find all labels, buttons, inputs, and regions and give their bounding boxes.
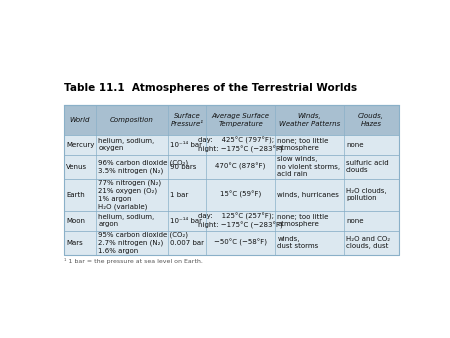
Text: Surface
Pressure¹: Surface Pressure¹ <box>171 113 203 127</box>
Bar <box>64 154 399 178</box>
Text: 10⁻¹⁴ bar: 10⁻¹⁴ bar <box>170 142 202 147</box>
Text: helium, sodium,
argon: helium, sodium, argon <box>98 214 154 227</box>
Text: Moon: Moon <box>66 218 86 223</box>
Bar <box>64 105 399 135</box>
Text: 90 bars: 90 bars <box>170 164 197 170</box>
Text: 10⁻¹⁴ bar: 10⁻¹⁴ bar <box>170 218 202 223</box>
Bar <box>64 178 399 211</box>
Text: 15°C (59°F): 15°C (59°F) <box>220 191 261 198</box>
Text: Mars: Mars <box>66 240 83 246</box>
Text: none: none <box>346 218 364 223</box>
Bar <box>64 211 399 231</box>
Text: none: none <box>346 142 364 147</box>
Bar <box>64 105 399 255</box>
Text: Average Surface
Temperature: Average Surface Temperature <box>212 113 270 127</box>
Text: World: World <box>70 117 90 123</box>
Text: 1 bar: 1 bar <box>170 192 189 197</box>
Text: Mercury: Mercury <box>66 142 94 147</box>
Text: H₂O clouds,
pollution: H₂O clouds, pollution <box>346 188 387 201</box>
Text: Winds,
Weather Patterns: Winds, Weather Patterns <box>279 113 340 127</box>
Text: helium, sodium,
oxygen: helium, sodium, oxygen <box>98 138 154 151</box>
Bar <box>64 231 399 255</box>
Text: 0.007 bar: 0.007 bar <box>170 240 204 246</box>
Text: slow winds,
no violent storms,
acid rain: slow winds, no violent storms, acid rain <box>277 156 340 177</box>
Text: sulfuric acid
clouds: sulfuric acid clouds <box>346 160 388 173</box>
Text: winds,
dust storms: winds, dust storms <box>277 236 319 249</box>
Text: day:    425°C (797°F);
night: −175°C (−283°F): day: 425°C (797°F); night: −175°C (−283°… <box>198 137 283 152</box>
Text: 470°C (878°F): 470°C (878°F) <box>216 163 266 170</box>
Text: Table 11.1  Atmospheres of the Terrestrial Worlds: Table 11.1 Atmospheres of the Terrestria… <box>64 83 357 93</box>
Text: −50°C (−58°F): −50°C (−58°F) <box>214 239 267 246</box>
Text: none; too little
atmosphere: none; too little atmosphere <box>277 214 328 227</box>
Text: ¹ 1 bar = the pressure at sea level on Earth.: ¹ 1 bar = the pressure at sea level on E… <box>64 258 203 264</box>
Text: Earth: Earth <box>66 192 85 197</box>
Text: Venus: Venus <box>66 164 87 170</box>
Text: 95% carbon dioxide (CO₂)
2.7% nitrogen (N₂)
1.6% argon: 95% carbon dioxide (CO₂) 2.7% nitrogen (… <box>98 232 188 254</box>
Text: H₂O and CO₂
clouds, dust: H₂O and CO₂ clouds, dust <box>346 236 390 249</box>
Text: day:    125°C (257°F);
night: −175°C (−283°F): day: 125°C (257°F); night: −175°C (−283°… <box>198 213 283 229</box>
Bar <box>64 135 399 154</box>
Text: Composition: Composition <box>110 117 154 123</box>
Text: 96% carbon dioxide (CO₂)
3.5% nitrogen (N₂): 96% carbon dioxide (CO₂) 3.5% nitrogen (… <box>98 159 188 174</box>
Text: 77% nitrogen (N₂)
21% oxygen (O₂)
1% argon
H₂O (variable): 77% nitrogen (N₂) 21% oxygen (O₂) 1% arg… <box>98 179 161 210</box>
Text: winds, hurricanes: winds, hurricanes <box>277 192 339 197</box>
Text: none; too little
atmosphere: none; too little atmosphere <box>277 138 328 151</box>
Text: Clouds,
Hazes: Clouds, Hazes <box>358 113 384 127</box>
